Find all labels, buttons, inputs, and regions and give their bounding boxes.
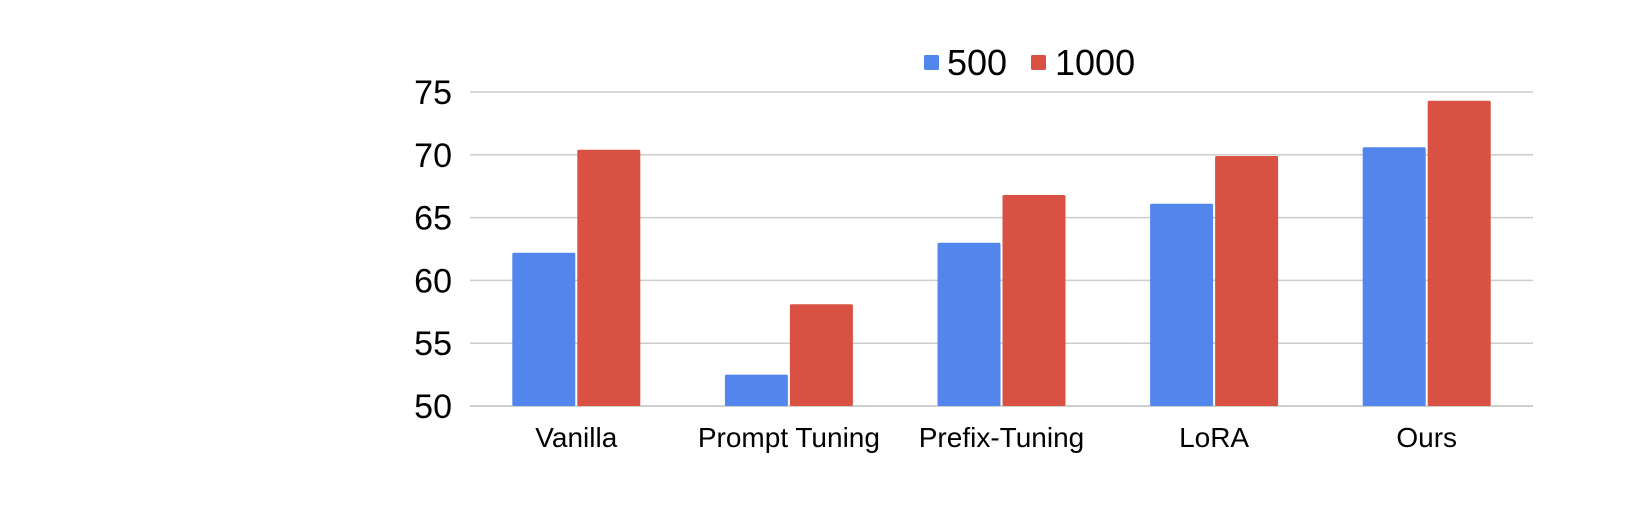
legend-label-500: 500 <box>947 42 1007 83</box>
bars <box>512 100 1491 407</box>
y-tick-label: 60 <box>414 262 452 300</box>
bar-1000-prompt-tuning <box>789 304 853 406</box>
bar-1000-lora <box>1215 156 1279 406</box>
y-axis-ticks: 50 55 60 65 70 75 <box>414 74 452 426</box>
bar-500-vanilla <box>512 252 576 406</box>
gridlines <box>470 91 1533 407</box>
x-tick-label: Ours <box>1396 422 1457 453</box>
y-tick-label: 50 <box>414 388 452 426</box>
y-tick-label: 70 <box>414 137 452 175</box>
legend-label-1000: 1000 <box>1055 42 1135 83</box>
y-tick-label: 55 <box>414 325 452 363</box>
bar-500-prefix-tuning <box>937 242 1001 406</box>
x-tick-label: Prompt Tuning <box>698 422 880 453</box>
legend-swatch-1000 <box>1031 55 1046 70</box>
legend: 500 1000 <box>924 42 1135 83</box>
legend-swatch-500 <box>924 55 939 70</box>
x-axis-ticks: Vanilla Prompt Tuning Prefix-Tuning LoRA Our… <box>535 422 1457 453</box>
x-tick-label: LoRA <box>1179 422 1249 453</box>
x-tick-label: Prefix-Tuning <box>919 422 1084 453</box>
bar-1000-vanilla <box>577 149 641 406</box>
y-tick-label: 65 <box>414 200 452 238</box>
bar-500-ours <box>1362 147 1426 406</box>
bar-500-prompt-tuning <box>724 374 788 406</box>
y-tick-label: 75 <box>414 74 452 112</box>
x-tick-label: Vanilla <box>535 422 617 453</box>
bar-1000-ours <box>1427 100 1491 407</box>
bar-500-lora <box>1150 203 1214 406</box>
bar-1000-prefix-tuning <box>1002 194 1066 406</box>
